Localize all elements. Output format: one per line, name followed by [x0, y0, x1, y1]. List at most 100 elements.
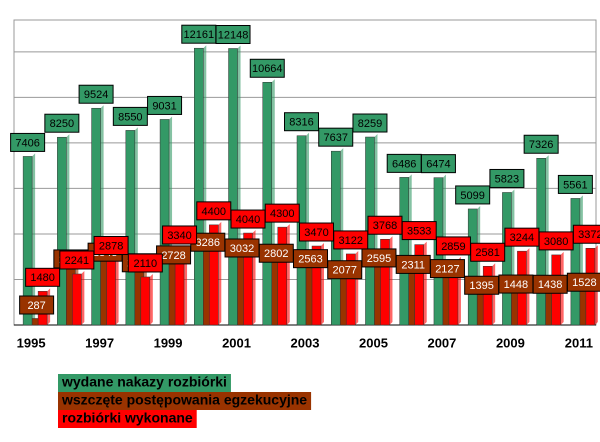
data-label: 3080 — [544, 236, 568, 248]
data-label-box — [147, 95, 183, 115]
data-label: 3372 — [578, 229, 600, 241]
bar — [22, 156, 33, 326]
bar — [345, 253, 356, 326]
legend-label: rozbiórki wykonane — [62, 410, 193, 426]
data-label: 5099 — [460, 190, 484, 202]
data-label: 4040 — [236, 214, 260, 226]
data-label: 5561 — [563, 179, 587, 191]
bar — [570, 198, 581, 326]
data-label: 7406 — [15, 137, 39, 149]
data-label-box — [470, 242, 506, 262]
bar — [414, 244, 424, 326]
bar — [106, 259, 116, 326]
x-tick-label: 2001 — [222, 335, 251, 350]
data-label-box — [318, 127, 354, 147]
bar — [91, 107, 101, 326]
data-label: 3340 — [167, 230, 191, 242]
data-label: 7326 — [529, 139, 553, 151]
data-label-box — [566, 272, 600, 292]
data-label: 1438 — [538, 279, 562, 291]
x-tick-label: 1995 — [17, 335, 46, 350]
data-label: 10664 — [252, 63, 283, 75]
data-label: 2802 — [264, 248, 288, 260]
data-label: 7637 — [323, 132, 347, 144]
bar — [57, 136, 67, 326]
data-label: 2859 — [441, 241, 465, 253]
legend-swatch — [58, 410, 197, 428]
x-tick-label: 2007 — [427, 335, 456, 350]
data-label: 5823 — [495, 173, 519, 185]
data-label: 4400 — [202, 206, 226, 218]
data-label: 287 — [27, 300, 45, 312]
bar — [125, 130, 136, 326]
data-label-box — [327, 260, 363, 280]
legend-swatch — [58, 392, 312, 410]
data-label-box — [59, 250, 95, 270]
data-label-box — [264, 203, 300, 223]
data-label: 12161 — [183, 29, 214, 41]
bar — [243, 232, 253, 326]
data-label: 3470 — [304, 227, 328, 239]
bar-side — [149, 273, 153, 325]
bar — [277, 226, 288, 326]
data-label: 2311 — [401, 259, 425, 271]
data-label-box — [352, 113, 388, 133]
bar — [194, 47, 204, 326]
bar — [209, 224, 219, 326]
bar-side — [184, 245, 188, 325]
data-label: 2127 — [435, 263, 459, 275]
data-label: 8550 — [118, 111, 142, 123]
data-label: 2595 — [367, 253, 391, 265]
data-label: 1528 — [572, 277, 596, 289]
data-label-box — [557, 174, 593, 194]
data-label: 2581 — [475, 247, 499, 259]
data-label-box — [523, 134, 559, 154]
data-label: 3244 — [510, 232, 534, 244]
data-label-box — [93, 235, 129, 255]
data-label: 2077 — [332, 265, 356, 277]
data-label-box — [455, 185, 491, 205]
x-tick-label: 2009 — [496, 335, 525, 350]
bar — [311, 245, 322, 326]
x-tick-label: 2005 — [359, 335, 388, 350]
data-label-box — [293, 249, 328, 269]
data-label: 2728 — [161, 250, 185, 262]
bar — [72, 273, 82, 326]
bar — [482, 266, 493, 326]
data-label-box — [420, 154, 456, 174]
bar — [467, 208, 478, 326]
data-label-box — [401, 221, 437, 241]
x-tick-label: 1999 — [154, 335, 183, 350]
data-label-box — [19, 295, 55, 315]
data-label: 2241 — [65, 255, 89, 267]
data-label: 4300 — [270, 208, 294, 220]
data-label-box — [572, 224, 600, 244]
data-label-box — [429, 259, 465, 279]
data-label: 9524 — [84, 89, 108, 101]
data-label-box — [333, 230, 369, 250]
data-label-box — [215, 24, 251, 44]
bar-side — [115, 256, 119, 325]
data-label: 8316 — [289, 117, 313, 129]
data-label-box — [489, 168, 525, 188]
data-label: 3122 — [338, 235, 362, 247]
data-label-box — [78, 84, 114, 104]
data-label: 2563 — [298, 254, 322, 266]
data-label-box — [127, 253, 163, 273]
data-label-box — [112, 106, 148, 126]
data-label: 1448 — [504, 279, 528, 291]
bar-side — [423, 241, 427, 325]
data-label: 2110 — [133, 258, 157, 270]
x-tick-label: 1997 — [85, 335, 114, 350]
legend-swatch — [58, 374, 231, 392]
bar — [380, 238, 390, 326]
data-label-box — [284, 112, 319, 132]
legend-label: wydane nakazy rozbiórki — [61, 374, 227, 390]
bar-side — [286, 224, 290, 325]
data-label: 8250 — [50, 118, 74, 130]
data-label-box — [249, 58, 285, 78]
data-label: 6474 — [426, 159, 450, 171]
data-label: 3286 — [196, 237, 220, 249]
